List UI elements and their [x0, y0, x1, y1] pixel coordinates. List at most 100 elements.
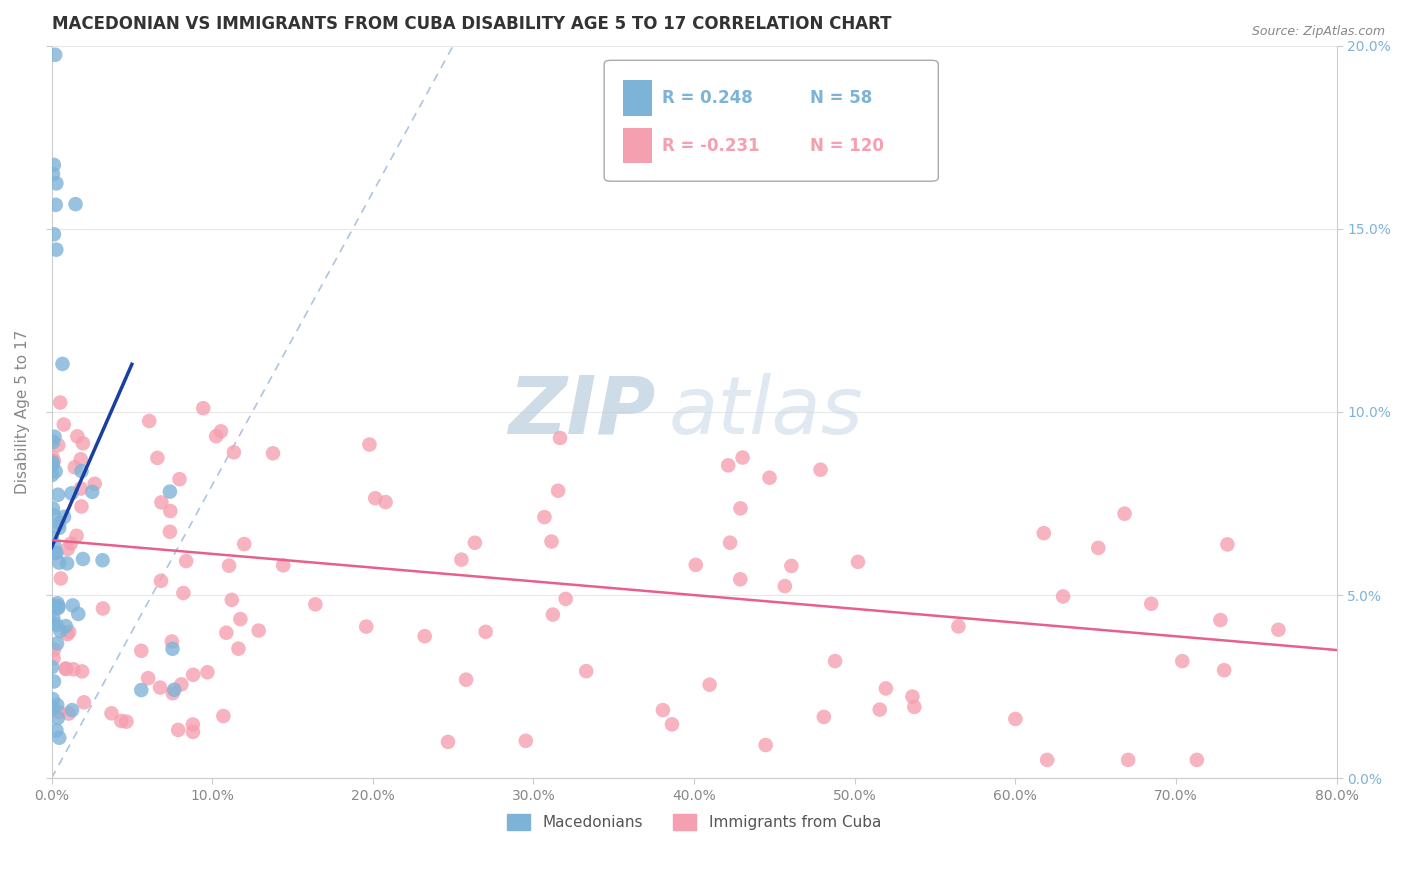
- Point: [70, 500, 93, 514]
- Point: [1171, 654, 1194, 668]
- Point: [110, 714, 132, 728]
- Point: [67, 607, 90, 621]
- Point: [45, 617, 67, 632]
- Point: [547, 483, 569, 498]
- Point: [62, 599, 84, 613]
- Point: [209, 425, 232, 439]
- Point: [46, 711, 69, 725]
- Point: [456, 673, 478, 687]
- Point: [42, 674, 65, 689]
- Point: [41, 450, 63, 464]
- Point: [167, 723, 190, 737]
- Point: [48, 521, 70, 535]
- Point: [170, 677, 193, 691]
- Point: [413, 629, 436, 643]
- Point: [1267, 623, 1289, 637]
- Point: [41, 599, 63, 613]
- Point: [56, 557, 79, 571]
- Point: [48, 705, 70, 719]
- Point: [197, 665, 219, 680]
- Point: [45, 464, 67, 478]
- Point: [730, 572, 752, 586]
- Point: [205, 429, 228, 443]
- Point: [45, 546, 67, 560]
- Point: [869, 703, 891, 717]
- Point: [1116, 753, 1139, 767]
- Point: [49, 624, 72, 638]
- Point: [59, 536, 82, 550]
- Point: [49, 572, 72, 586]
- Text: Source: ZipAtlas.com: Source: ZipAtlas.com: [1251, 25, 1385, 38]
- Point: [1004, 712, 1026, 726]
- Legend: Macedonians, Immigrants from Cuba: Macedonians, Immigrants from Cuba: [501, 808, 887, 837]
- Point: [661, 717, 683, 731]
- Point: [304, 598, 326, 612]
- Point: [755, 738, 778, 752]
- Point: [46, 698, 69, 712]
- Point: [193, 401, 215, 416]
- Point: [46, 636, 69, 650]
- Point: [55, 661, 77, 675]
- Text: N = 58: N = 58: [810, 89, 872, 107]
- Point: [229, 612, 252, 626]
- FancyBboxPatch shape: [623, 128, 652, 163]
- Point: [45, 243, 67, 257]
- Point: [48, 556, 70, 570]
- Point: [813, 710, 835, 724]
- Point: [221, 592, 243, 607]
- Point: [150, 574, 173, 588]
- Point: [169, 472, 191, 486]
- Point: [233, 537, 256, 551]
- Point: [364, 491, 387, 506]
- Point: [875, 681, 897, 696]
- Point: [115, 714, 138, 729]
- Point: [162, 641, 184, 656]
- Point: [44, 47, 66, 62]
- Point: [49, 395, 72, 409]
- Point: [374, 495, 396, 509]
- Point: [45, 198, 67, 212]
- Point: [731, 450, 754, 465]
- Point: [212, 709, 235, 723]
- Point: [72, 552, 94, 566]
- Point: [42, 611, 65, 625]
- Point: [228, 641, 250, 656]
- Point: [1185, 753, 1208, 767]
- Point: [651, 703, 673, 717]
- Point: [62, 662, 84, 676]
- Point: [69, 452, 91, 467]
- Point: [271, 558, 294, 573]
- Point: [131, 644, 153, 658]
- Point: [181, 717, 204, 731]
- Point: [717, 458, 740, 473]
- Point: [46, 596, 69, 610]
- Point: [55, 619, 77, 633]
- Point: [1087, 541, 1109, 555]
- Point: [41, 531, 63, 545]
- Point: [685, 558, 707, 572]
- Point: [56, 541, 79, 556]
- Point: [70, 665, 93, 679]
- Point: [60, 486, 83, 500]
- Point: [58, 706, 80, 721]
- Point: [718, 535, 741, 549]
- Point: [41, 455, 63, 469]
- Point: [42, 701, 65, 715]
- Point: [548, 431, 571, 445]
- Text: R = -0.231: R = -0.231: [662, 136, 759, 154]
- Point: [354, 619, 377, 633]
- Point: [44, 539, 66, 553]
- Point: [699, 678, 721, 692]
- Point: [41, 660, 63, 674]
- Point: [1052, 590, 1074, 604]
- Point: [773, 579, 796, 593]
- Point: [780, 558, 803, 573]
- Point: [181, 667, 204, 681]
- Point: [52, 417, 75, 432]
- Point: [42, 167, 65, 181]
- Point: [42, 435, 65, 450]
- Point: [554, 591, 576, 606]
- Point: [63, 460, 86, 475]
- Point: [48, 599, 70, 614]
- Point: [73, 695, 96, 709]
